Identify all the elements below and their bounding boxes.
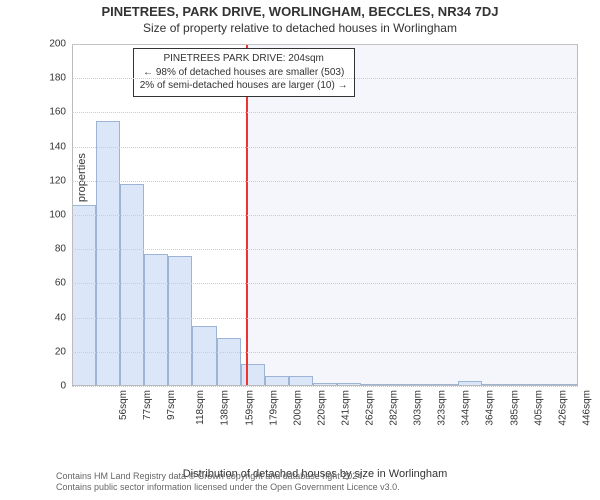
gridline	[72, 318, 578, 319]
x-tick-label: 344sqm	[461, 390, 472, 426]
bar	[168, 256, 192, 386]
x-tick-label: 262sqm	[365, 390, 376, 426]
x-tick-label: 405sqm	[533, 390, 544, 426]
x-tick-label: 282sqm	[389, 390, 400, 426]
x-tick-label: 241sqm	[340, 390, 351, 426]
x-tick-label: 323sqm	[437, 390, 448, 426]
x-tick-label: 303sqm	[413, 390, 424, 426]
gridline	[72, 215, 578, 216]
y-tick-label: 80	[55, 244, 66, 255]
y-tick-label: 100	[49, 210, 66, 221]
gridline	[72, 249, 578, 250]
bar	[192, 326, 216, 386]
chart-subtitle: Size of property relative to detached ho…	[0, 21, 600, 35]
annotation-line3: 2% of semi-detached houses are larger (1…	[140, 79, 348, 93]
gridline	[72, 44, 578, 45]
footer-text: Contains HM Land Registry data © Crown c…	[56, 471, 400, 494]
x-tick-label: 385sqm	[509, 390, 520, 426]
bar	[96, 121, 120, 386]
x-tick-label: 446sqm	[581, 390, 592, 426]
x-tick-label: 179sqm	[268, 390, 279, 426]
y-tick-label: 20	[55, 346, 66, 357]
gridline	[72, 147, 578, 148]
gridline	[72, 283, 578, 284]
y-tick-label: 200	[49, 39, 66, 50]
bar	[72, 205, 96, 386]
gridline	[72, 386, 578, 387]
x-tick-label: 364sqm	[485, 390, 496, 426]
annotation-box: PINETREES PARK DRIVE: 204sqm ← 98% of de…	[133, 48, 355, 97]
bar	[144, 254, 168, 386]
y-tick-label: 160	[49, 107, 66, 118]
chart-page: { "title": "PINETREES, PARK DRIVE, WORLI…	[0, 0, 600, 500]
annotation-line1: PINETREES PARK DRIVE: 204sqm	[140, 52, 348, 66]
chart-area: Number of detached properties PINETREES …	[48, 44, 582, 414]
y-tick-label: 140	[49, 141, 66, 152]
y-tick-label: 120	[49, 175, 66, 186]
y-tick-label: 40	[55, 312, 66, 323]
chart-title: PINETREES, PARK DRIVE, WORLINGHAM, BECCL…	[0, 0, 600, 19]
x-tick-label: 220sqm	[316, 390, 327, 426]
y-tick-label: 0	[60, 381, 66, 392]
bar	[217, 338, 241, 386]
gridline	[72, 112, 578, 113]
y-tick-label: 60	[55, 278, 66, 289]
bar	[289, 376, 313, 386]
plot-region: PINETREES PARK DRIVE: 204sqm ← 98% of de…	[72, 44, 578, 386]
x-tick-label: 97sqm	[166, 390, 177, 420]
footer-line1: Contains HM Land Registry data © Crown c…	[56, 471, 400, 483]
gridline	[72, 181, 578, 182]
gridline	[72, 352, 578, 353]
x-tick-label: 118sqm	[195, 390, 206, 425]
bar	[265, 376, 289, 386]
x-tick-label: 426sqm	[557, 390, 568, 426]
footer-line2: Contains public sector information licen…	[56, 482, 400, 494]
y-tick-label: 180	[49, 73, 66, 84]
x-tick-label: 159sqm	[244, 390, 255, 426]
x-tick-label: 77sqm	[142, 390, 153, 420]
gridline	[72, 78, 578, 79]
x-tick-label: 56sqm	[118, 390, 129, 420]
x-tick-label: 200sqm	[292, 390, 303, 426]
bar	[241, 364, 265, 386]
annotation-line2: ← 98% of detached houses are smaller (50…	[140, 66, 348, 80]
x-tick-label: 138sqm	[220, 390, 231, 426]
